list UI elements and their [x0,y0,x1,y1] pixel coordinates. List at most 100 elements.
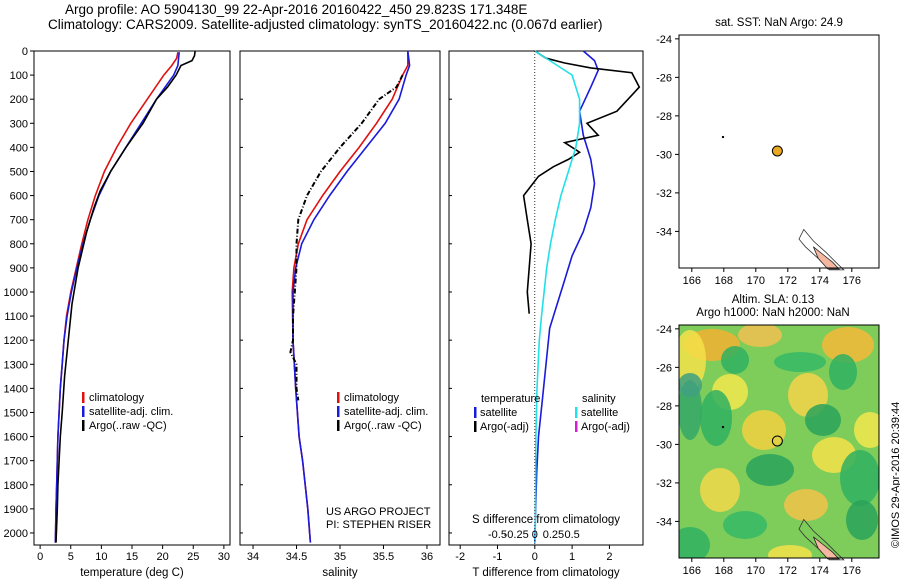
y-tick-label: 100 [10,70,28,82]
y-tick-label: 1300 [4,359,28,371]
x-tick-label: 20 [157,551,169,563]
x-tick-label: 10 [95,551,107,563]
legend-swatch [82,392,85,403]
x-tick-label: 35 [334,551,346,563]
imos-credit: ©IMOS 29-Apr-2016 20:39:44 [890,401,900,548]
lat-tick-label: -26 [656,362,672,374]
series-argo-raw-qc- [289,74,404,401]
nz-coastline [798,228,845,271]
legend-swatch [337,406,340,417]
legend-swatch [575,421,578,432]
x-tick-label: 34 [247,551,259,563]
legend-label: satellite [480,407,517,419]
lon-tick-label: 166 [683,275,701,287]
lon-tick-label: 170 [747,565,765,577]
legend-header: salinity [582,393,616,405]
x-tick-label: 15 [126,551,138,563]
series-satellite-adj-clim- [54,52,180,543]
x2-tick-label: 0.25 [543,529,564,541]
small-marker [721,425,725,429]
lat-tick-label: -32 [656,188,672,200]
x2-axis-label: S difference from climatology [472,514,620,526]
y-tick-label: 600 [10,191,28,203]
legend-swatch [82,406,85,417]
y-tick-label: 700 [10,215,28,227]
lon-tick-label: 176 [843,565,861,577]
argo-position-marker [771,145,783,157]
sst-map-panel: 166 168 170 172 174 176 -24 -26 -28 -30 -32 -34 sat.… [656,17,880,287]
lat-tick-label: -24 [656,324,672,336]
legend-label: Argo(-adj) [480,421,529,433]
legend-label: satellite [581,407,618,419]
salinity-panel: 34 34.5 35 35.5 36 salinity climatology satelli… [239,50,441,579]
sla-blob [768,545,812,558]
sla-blob [829,354,857,390]
sla-blob [738,325,782,347]
x-tick-label: 0 [37,551,43,563]
argo-position-marker [771,435,783,447]
legend-swatch [82,420,85,431]
lon-tick-label: 174 [811,565,829,577]
map-frame [678,34,880,269]
x2-tick-label: -0.5 [488,529,507,541]
sla-blob [700,468,740,512]
lat-tick-label: -30 [656,149,672,161]
y-tick-label: 400 [10,142,28,154]
sla-blob [679,373,702,397]
y-tick-label: 1600 [4,432,28,444]
x-tick-label: -2 [455,551,465,563]
sla-field [679,325,879,558]
sla-blob [784,489,828,521]
legend-label: satellite-adj. clim. [89,406,173,418]
x-tick-label: 36 [421,551,433,563]
lon-tick-label: 176 [843,275,861,287]
x-axis-label: temperature (deg C) [80,567,184,579]
nz-coastline [798,518,845,561]
legend-label: Argo(-adj) [581,421,630,433]
legend-label: Argo(..raw -QC) [344,420,422,432]
lat-tick-label: -26 [656,72,672,84]
lat-tick-label: -28 [656,111,672,123]
y-tick-label: 1200 [4,335,28,347]
y-tick-label: 300 [10,118,28,130]
sla-blob [805,404,841,436]
small-marker [721,135,725,139]
x-tick-label: 0 [532,551,538,563]
x-axis-label: T difference from climatology [472,567,619,579]
x-tick-label: 30 [218,551,230,563]
y-tick-label: 200 [10,94,28,106]
temperature-panel: 0 5 10 15 20 25 30 temperature (deg C) 0 100 200 30… [4,46,231,579]
x-tick-label: 34.5 [286,551,307,563]
project-annotation: US ARGO PROJECT [326,506,431,518]
lon-tick-label: 174 [811,275,829,287]
legend-label: Argo(..raw -QC) [89,420,167,432]
sla-map-title-2: Argo h1000: NaN h2000: NaN [696,307,849,319]
y-tick-label: 500 [10,166,28,178]
y-tick-label: 1900 [4,504,28,516]
legend-label: climatology [344,392,400,404]
series-temperature-argo-adj- [522,50,641,314]
sla-map-panel: 166 168 170 172 174 176 -24 -26 -28 -30 -32 -34 Alti… [656,294,880,577]
difference-panel: -2 -1 0 1 2 T difference from climatology temp… [448,50,644,579]
lon-tick-label: 168 [715,275,733,287]
sst-map-title: sat. SST: NaN Argo: 24.9 [715,17,843,29]
project-annotation: PI: STEPHEN RISER [326,519,431,531]
sla-blob [679,527,710,558]
sla-blob [742,410,786,450]
series-temperature-satellite [534,50,600,543]
legend-swatch [474,407,477,418]
x-tick-label: 2 [606,551,612,563]
y-tick-label: 1400 [4,383,28,395]
sla-blob [746,454,794,486]
legend-swatch [337,392,340,403]
lon-tick-label: 172 [779,275,797,287]
x-tick-label: 35.5 [373,551,394,563]
x-tick-label: 5 [68,551,74,563]
x2-tick-label: 0 [532,529,538,541]
sla-blob [854,412,879,448]
lon-tick-label: 166 [683,565,701,577]
sla-blob [723,511,767,539]
lon-tick-label: 170 [747,275,765,287]
x2-tick-label: -0.25 [504,529,529,541]
